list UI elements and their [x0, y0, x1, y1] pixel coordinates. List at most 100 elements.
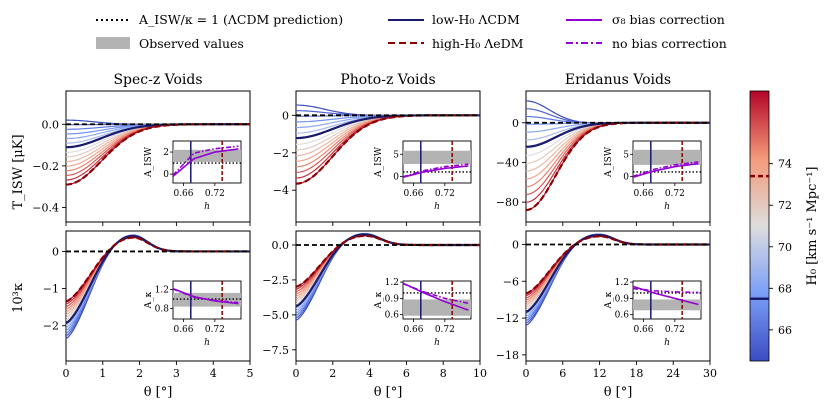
- y-tick-label: 0.0: [272, 239, 290, 252]
- inset-y-tick-label: 0.9: [385, 294, 400, 304]
- isw-curve: [296, 104, 480, 116]
- inset-ylabel: A_ISW: [374, 146, 384, 178]
- kappa-curves: [296, 233, 480, 321]
- inset-xlabel: h: [664, 338, 670, 348]
- inset-xlabel: h: [204, 338, 210, 348]
- inset-x-tick-label: 0.72: [435, 325, 455, 335]
- x-tick-label: 10: [473, 367, 487, 380]
- inset-ylabel: A_ISW: [604, 146, 614, 178]
- axes-frame: [525, 230, 711, 362]
- inset-x-tick-label: 0.72: [665, 325, 685, 335]
- colorbar-tick-label: 66: [778, 324, 792, 337]
- x-axis-label: θ [°]: [604, 385, 633, 400]
- axes-frame: [295, 90, 481, 223]
- ylabel-kappa: 10³κ: [11, 283, 26, 313]
- isw-curves: [66, 119, 250, 186]
- legend-label-observed: Observed values: [139, 36, 244, 51]
- high-h0-isw-curve: [296, 114, 480, 185]
- x-axis-label: θ [°]: [374, 385, 403, 400]
- inset-x-tick-label: 0.72: [205, 325, 225, 335]
- y-tick-label: −1: [43, 283, 59, 296]
- inset-y-tick-label: 1.2: [615, 278, 629, 288]
- colorbar: 66 68 70 72 74 H₀ [km s⁻¹ Mpc⁻¹]: [749, 90, 820, 362]
- y-tick-label: −2.5: [262, 274, 289, 287]
- y-tick-label: 0: [512, 238, 519, 251]
- x-tick-label: 24: [666, 367, 680, 380]
- inset-x-tick-label: 0.72: [435, 189, 455, 199]
- low-h0-isw-curve: [296, 114, 480, 140]
- y-tick-label: −12: [496, 312, 519, 325]
- x-tick-label: 5: [247, 367, 254, 380]
- legend-label-low-h0: low-H₀ ΛCDM: [432, 12, 520, 27]
- x-tick-label: 30: [703, 367, 717, 380]
- inset-y-tick-label: 5: [623, 150, 629, 160]
- panel-0: Spec-z Voids 0.0 −0.2 −0.4 0 2 0.66 0.72 h A_ISW 0…: [32, 72, 253, 400]
- x-tick-label: 6: [403, 367, 410, 380]
- ylabel-isw: T_ISW [μK]: [11, 134, 26, 209]
- inset-x-tick-label: 0.66: [633, 189, 653, 199]
- legend-swatch-observed: [96, 37, 130, 49]
- inset-xlabel: h: [434, 338, 440, 348]
- inset-x-tick-label: 0.66: [403, 325, 423, 335]
- inset-x-tick-label: 0.72: [205, 189, 225, 199]
- isw-curves: [526, 100, 710, 212]
- inset-y-tick-label: 0: [163, 170, 169, 180]
- y-tick-label: 0: [512, 117, 519, 130]
- colorbar-tick-label: 72: [778, 199, 792, 212]
- kappa-curves: [526, 233, 710, 326]
- x-tick-label: 2: [136, 367, 143, 380]
- colorbar-ticks: 66 68 70 72 74: [750, 158, 792, 337]
- inset-ylabel: A_κ: [604, 291, 614, 309]
- inset-y-tick-label: 0.6: [615, 311, 630, 321]
- panel-title: Eridanus Voids: [565, 72, 671, 88]
- inset-x-tick-label: 0.66: [633, 325, 653, 335]
- nobias-curve: [632, 161, 699, 178]
- y-tick-label: −5.0: [262, 309, 289, 322]
- axes-frame: [525, 90, 711, 223]
- x-tick-label: 1: [99, 367, 106, 380]
- inset-y-tick-label: 5: [393, 150, 399, 160]
- colorbar-tick-label: 70: [778, 241, 792, 254]
- inset-y-tick-label: 0.8: [155, 305, 170, 315]
- s8-bias-curve: [402, 165, 469, 179]
- inset-x-tick-label: 0.72: [665, 189, 685, 199]
- inset-x-tick-label: 0.66: [173, 325, 193, 335]
- y-tick-label: 0: [52, 245, 59, 258]
- inset-x-tick-label: 0.66: [173, 189, 193, 199]
- s8-bias-curve: [632, 162, 699, 179]
- inset-y-tick-label: 0.6: [385, 311, 400, 321]
- observed-band: [173, 149, 241, 162]
- y-tick-label: −0.4: [32, 201, 59, 214]
- panel-1: Photo-z Voids 0 −2 −4 0 5 0.66 0.72 h A_ISW 0 2 4 6 8 1…: [262, 72, 487, 400]
- inset-y-tick-label: 0: [393, 172, 399, 182]
- axes-frame: [65, 230, 251, 362]
- nobias-curve: [172, 145, 239, 176]
- colorbar-label: H₀ [km s⁻¹ Mpc⁻¹]: [805, 166, 820, 285]
- y-tick-label: 0: [282, 109, 289, 122]
- y-tick-label: −40: [496, 156, 519, 169]
- observed-band: [403, 299, 471, 316]
- legend-label-s8: σ₈ bias correction: [612, 12, 725, 27]
- y-tick-label: −7.5: [262, 344, 289, 357]
- s8-bias-curve: [172, 148, 239, 177]
- observed-band: [633, 149, 701, 165]
- x-tick-label: 2: [329, 367, 336, 380]
- y-tick-label: −4: [273, 184, 289, 197]
- inset-ylabel: A_ISW: [144, 146, 154, 178]
- kappa-curves: [66, 234, 250, 340]
- legend: A_ISW/κ = 1 (ΛCDM prediction) Observed v…: [96, 12, 727, 51]
- x-tick-label: 0: [523, 367, 530, 380]
- inset-y-tick-label: 1.2: [155, 286, 169, 296]
- legend-label-high-h0: high-H₀ ΛeDM: [432, 36, 524, 51]
- x-tick-label: 3: [173, 367, 180, 380]
- panel-title: Spec-z Voids: [113, 72, 202, 88]
- y-tick-label: −6: [503, 275, 519, 288]
- inset-x-tick-label: 0.66: [403, 189, 423, 199]
- y-tick-label: −2: [273, 147, 289, 160]
- x-tick-label: 18: [629, 367, 643, 380]
- x-tick-label: 12: [593, 367, 607, 380]
- x-tick-label: 0: [293, 367, 300, 380]
- inset-y-tick-label: 0: [623, 172, 629, 182]
- x-tick-label: 4: [366, 367, 373, 380]
- isw-curve: [526, 108, 710, 124]
